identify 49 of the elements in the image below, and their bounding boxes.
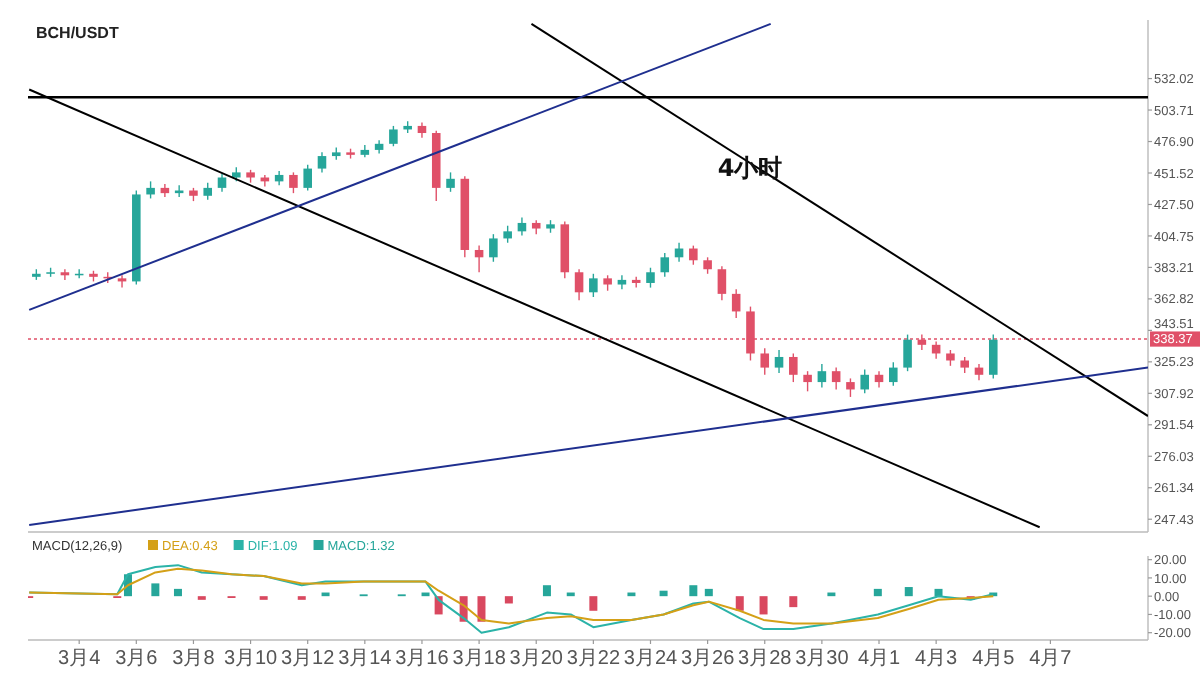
candlestick <box>803 370 812 393</box>
x-tick-label: 3月10 <box>223 648 279 670</box>
candlestick <box>446 171 455 193</box>
candlestick <box>846 377 855 398</box>
chart-title: BCH/USDT <box>36 24 119 42</box>
x-tick-label: 4月1 <box>857 648 902 670</box>
candlestick <box>589 273 598 298</box>
x-tick-label: 3月6 <box>115 648 159 670</box>
candlestick <box>317 151 327 174</box>
x-tick-label: 3月12 <box>281 648 336 670</box>
x-tick-label: 3月26 <box>680 648 736 670</box>
annotation: 4小时 <box>717 154 783 182</box>
candlestick <box>689 244 698 266</box>
x-tick-label: 3月20 <box>509 648 564 670</box>
candlestick <box>617 274 627 290</box>
x-tick-label: 4月7 <box>1029 648 1073 670</box>
x-tick-label: 3月4 <box>58 648 102 670</box>
x-tick-label: 3月8 <box>172 648 216 670</box>
x-tick-label: 4月5 <box>972 648 1016 670</box>
candlestick <box>988 333 998 380</box>
candlestick <box>389 125 398 147</box>
x-tick-label: 3月14 <box>338 648 393 670</box>
x-tick-label: 3月18 <box>452 648 507 670</box>
candlestick <box>60 268 70 281</box>
candlestick <box>831 366 841 391</box>
candlestick <box>560 220 570 280</box>
x-tick-label: 3月30 <box>795 648 850 670</box>
candlestick <box>903 333 912 372</box>
candlestick <box>717 265 727 301</box>
candlestick <box>217 172 227 193</box>
candlestick <box>789 352 798 383</box>
candlestick <box>660 252 670 278</box>
x-tick-label: 3月22 <box>566 648 621 670</box>
candlestick <box>117 274 127 289</box>
x-tick-label: 3月16 <box>395 648 450 670</box>
candlestick <box>774 349 784 374</box>
candlestick <box>760 347 770 376</box>
x-tick-label: 3月24 <box>623 648 679 670</box>
candlestick <box>889 361 898 387</box>
candlestick <box>646 267 655 289</box>
x-tick-label: 3月28 <box>738 648 793 670</box>
candlestick <box>731 288 741 319</box>
candlestick <box>289 171 298 194</box>
candlestick <box>303 164 312 192</box>
candlestick <box>574 268 584 301</box>
x-tick-label: 4月3 <box>915 648 959 670</box>
candlestick <box>489 233 498 263</box>
candlestick <box>817 363 827 389</box>
candlestick <box>860 368 870 394</box>
